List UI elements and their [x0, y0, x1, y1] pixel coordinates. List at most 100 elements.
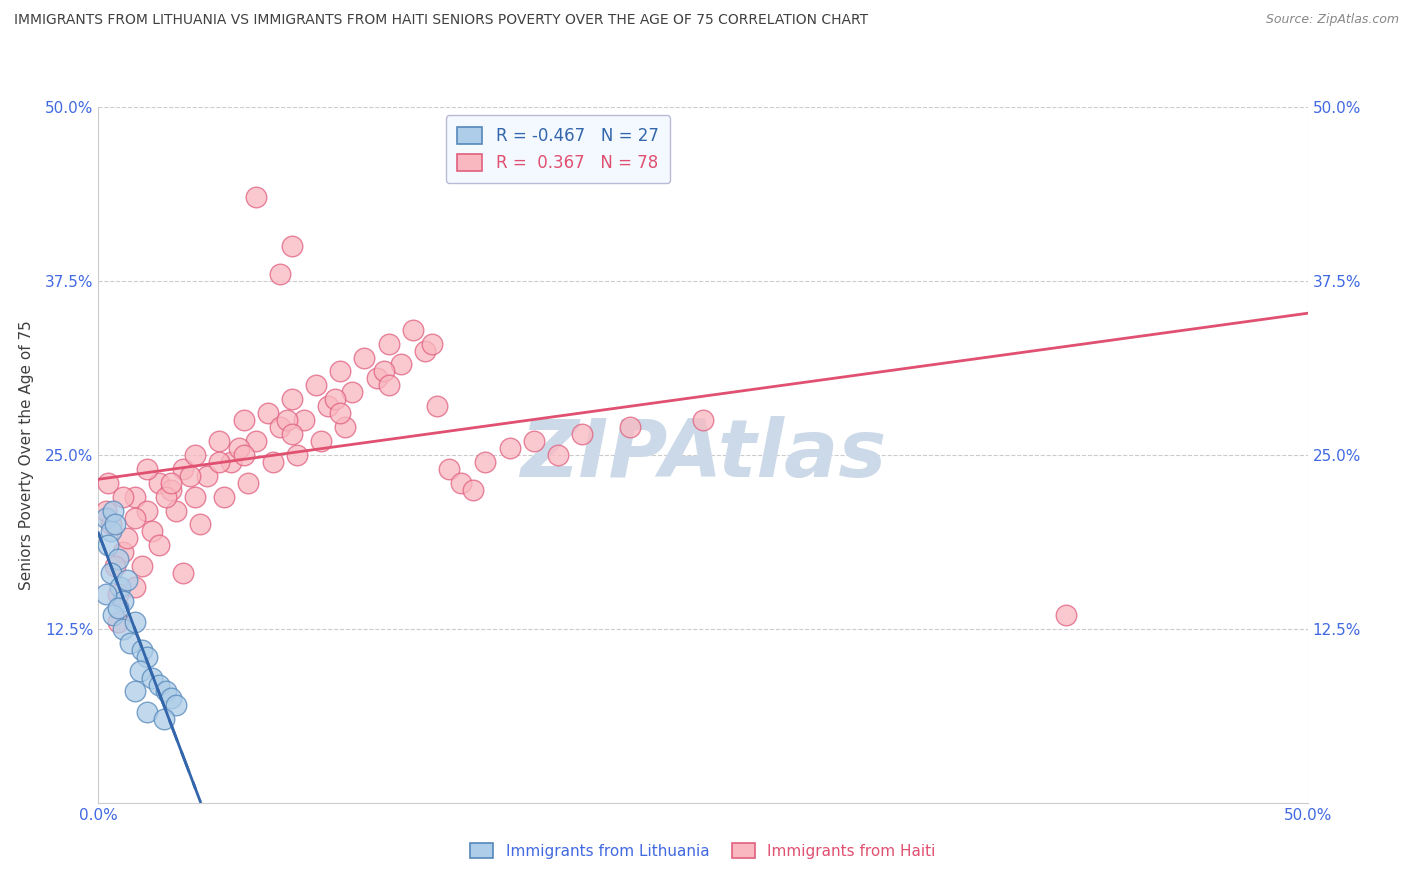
- Point: [256, 406, 278, 420]
- Point: [165, 698, 187, 713]
- Point: [131, 559, 153, 574]
- Point: [101, 607, 124, 622]
- Text: ZIPAtlas: ZIPAtlas: [520, 416, 886, 494]
- Point: [184, 490, 207, 504]
- Point: [426, 399, 449, 413]
- Point: [437, 462, 460, 476]
- Point: [124, 510, 146, 524]
- Point: [155, 684, 177, 698]
- Point: [342, 385, 364, 400]
- Point: [498, 441, 520, 455]
- Point: [292, 413, 315, 427]
- Point: [160, 483, 183, 497]
- Point: [141, 524, 163, 539]
- Point: [245, 434, 267, 448]
- Point: [94, 510, 117, 524]
- Point: [547, 448, 569, 462]
- Point: [179, 468, 201, 483]
- Point: [285, 448, 308, 462]
- Point: [107, 552, 129, 566]
- Point: [232, 448, 254, 462]
- Point: [111, 594, 134, 608]
- Point: [152, 712, 174, 726]
- Point: [373, 364, 395, 378]
- Point: [108, 580, 131, 594]
- Point: [269, 267, 291, 281]
- Point: [232, 413, 254, 427]
- Point: [195, 468, 218, 483]
- Point: [165, 503, 187, 517]
- Y-axis label: Seniors Poverty Over the Age of 75: Seniors Poverty Over the Age of 75: [18, 320, 34, 590]
- Point: [329, 364, 352, 378]
- Point: [316, 399, 339, 413]
- Point: [160, 691, 183, 706]
- Point: [184, 448, 207, 462]
- Point: [124, 615, 146, 629]
- Point: [309, 434, 332, 448]
- Point: [148, 677, 170, 691]
- Point: [97, 475, 120, 490]
- Point: [571, 427, 593, 442]
- Point: [329, 406, 352, 420]
- Point: [188, 517, 211, 532]
- Point: [101, 503, 124, 517]
- Point: [117, 573, 139, 587]
- Point: [377, 336, 399, 351]
- Point: [333, 420, 356, 434]
- Point: [131, 642, 153, 657]
- Point: [238, 475, 260, 490]
- Point: [228, 441, 250, 455]
- Point: [221, 455, 243, 469]
- Point: [97, 538, 120, 552]
- Point: [94, 587, 117, 601]
- Point: [523, 434, 546, 448]
- Point: [305, 378, 328, 392]
- Point: [135, 503, 157, 517]
- Point: [281, 239, 304, 253]
- Point: [135, 462, 157, 476]
- Point: [124, 490, 146, 504]
- Point: [172, 566, 194, 581]
- Point: [148, 475, 170, 490]
- Point: [148, 538, 170, 552]
- Point: [366, 371, 388, 385]
- Legend: Immigrants from Lithuania, Immigrants from Haiti: Immigrants from Lithuania, Immigrants fr…: [464, 837, 942, 864]
- Point: [377, 378, 399, 392]
- Point: [262, 455, 284, 469]
- Point: [208, 455, 231, 469]
- Point: [450, 475, 472, 490]
- Point: [474, 455, 496, 469]
- Point: [402, 323, 425, 337]
- Point: [94, 503, 117, 517]
- Point: [389, 358, 412, 372]
- Point: [141, 671, 163, 685]
- Point: [281, 427, 304, 442]
- Point: [111, 545, 134, 559]
- Text: IMMIGRANTS FROM LITHUANIA VS IMMIGRANTS FROM HAITI SENIORS POVERTY OVER THE AGE : IMMIGRANTS FROM LITHUANIA VS IMMIGRANTS …: [14, 13, 868, 28]
- Point: [420, 336, 443, 351]
- Point: [104, 559, 127, 574]
- Point: [107, 601, 129, 615]
- Point: [208, 434, 231, 448]
- Point: [107, 615, 129, 629]
- Point: [325, 392, 347, 407]
- Point: [463, 483, 485, 497]
- Point: [117, 532, 139, 546]
- Point: [111, 622, 134, 636]
- Point: [107, 587, 129, 601]
- Point: [124, 580, 146, 594]
- Point: [124, 684, 146, 698]
- Point: [276, 413, 298, 427]
- Point: [269, 420, 291, 434]
- Point: [212, 490, 235, 504]
- Point: [281, 392, 304, 407]
- Text: Source: ZipAtlas.com: Source: ZipAtlas.com: [1265, 13, 1399, 27]
- Point: [118, 636, 141, 650]
- Point: [100, 566, 122, 581]
- Point: [413, 343, 436, 358]
- Point: [619, 420, 641, 434]
- Point: [104, 517, 127, 532]
- Point: [100, 524, 122, 539]
- Point: [160, 475, 183, 490]
- Point: [135, 649, 157, 664]
